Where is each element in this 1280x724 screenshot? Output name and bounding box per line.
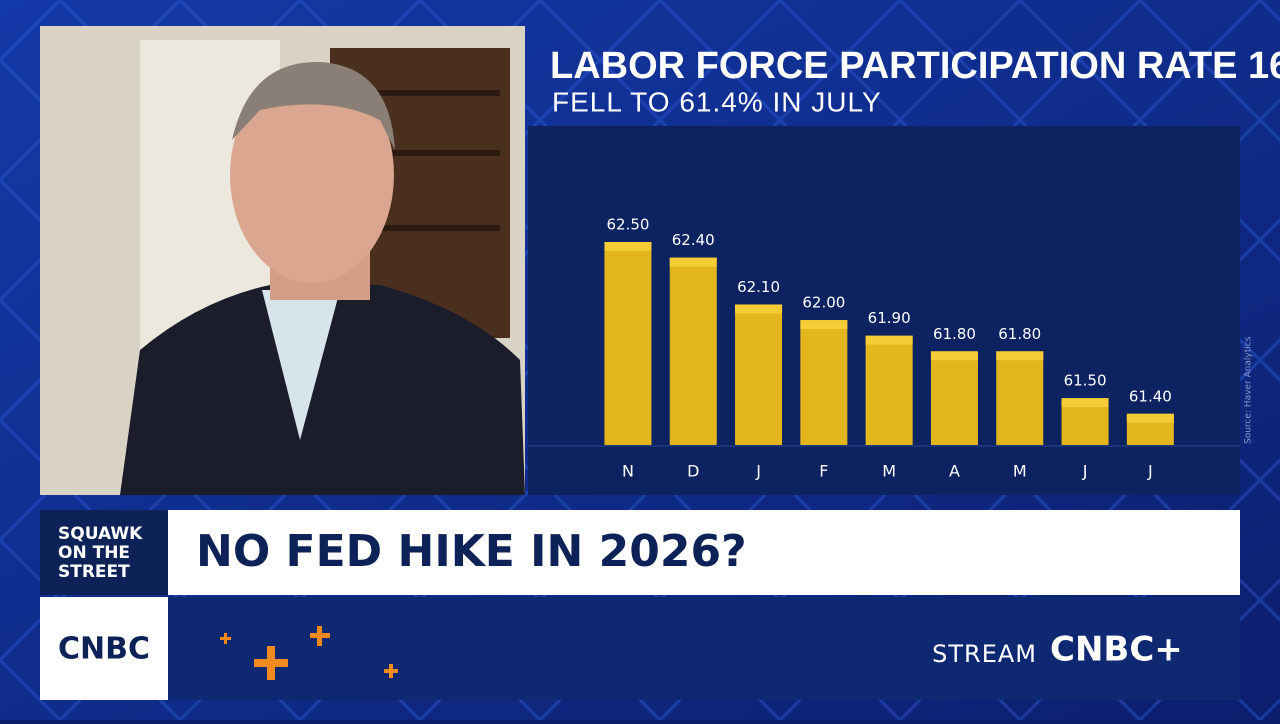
value-label: 61.80 bbox=[933, 325, 976, 343]
bar-cap bbox=[930, 351, 978, 361]
bar-cap bbox=[1061, 398, 1109, 408]
stream-brand: CNBC+ bbox=[1050, 630, 1183, 670]
network-logo: CNBC bbox=[58, 632, 150, 667]
headline-bar bbox=[168, 510, 1240, 595]
value-label: 62.10 bbox=[737, 278, 780, 296]
x-tick-label: J bbox=[1147, 462, 1153, 481]
bar bbox=[996, 351, 1044, 445]
lower-band bbox=[40, 597, 1240, 700]
x-tick-label: F bbox=[819, 462, 828, 481]
value-label: 62.50 bbox=[606, 216, 649, 234]
x-tick-label: J bbox=[755, 462, 761, 481]
bar bbox=[865, 335, 913, 445]
video-feed bbox=[40, 26, 525, 495]
value-label: 62.40 bbox=[672, 231, 715, 249]
x-tick-label: J bbox=[1082, 462, 1088, 481]
decor-plus bbox=[220, 626, 398, 680]
x-tick-label: D bbox=[687, 462, 699, 481]
bar bbox=[930, 351, 978, 445]
show-box bbox=[40, 510, 168, 595]
x-tick-label: A bbox=[949, 462, 960, 481]
chart-title: LABOR FORCE PARTICIPATION RATE 16+ bbox=[550, 45, 1280, 87]
bar bbox=[669, 257, 717, 445]
bar-cap bbox=[735, 304, 783, 314]
x-tick-label: M bbox=[882, 462, 896, 481]
x-tick-label: M bbox=[1013, 462, 1027, 481]
x-tick-label: N bbox=[622, 462, 634, 481]
source-note: Source: Haver Analytics bbox=[1244, 336, 1254, 444]
value-label: 61.50 bbox=[1064, 372, 1107, 390]
bar-cap bbox=[996, 351, 1044, 361]
bar-cap bbox=[604, 242, 652, 252]
bar bbox=[735, 304, 783, 445]
bar bbox=[604, 242, 652, 445]
stream-label: STREAM bbox=[932, 640, 1037, 668]
bar-cap bbox=[1126, 413, 1174, 423]
bars: 62.50 N 62.40 D 62.10 J 62.00 F 61.90 M 61.80 A 61.8… bbox=[604, 216, 1174, 481]
network-box bbox=[40, 597, 168, 700]
value-label: 61.40 bbox=[1129, 387, 1172, 405]
headline: NO FED HIKE IN 2026? bbox=[196, 526, 747, 577]
chart-subtitle: FELL TO 61.4% IN JULY bbox=[552, 86, 882, 117]
value-label: 62.00 bbox=[802, 294, 845, 312]
value-label: 61.90 bbox=[868, 309, 911, 327]
bar-cap bbox=[800, 320, 848, 330]
show-name: SQUAWK ON THE STREET bbox=[58, 524, 143, 582]
value-label: 61.80 bbox=[998, 325, 1041, 343]
bar bbox=[800, 320, 848, 445]
bar-cap bbox=[669, 257, 717, 267]
bar-cap bbox=[865, 335, 913, 345]
